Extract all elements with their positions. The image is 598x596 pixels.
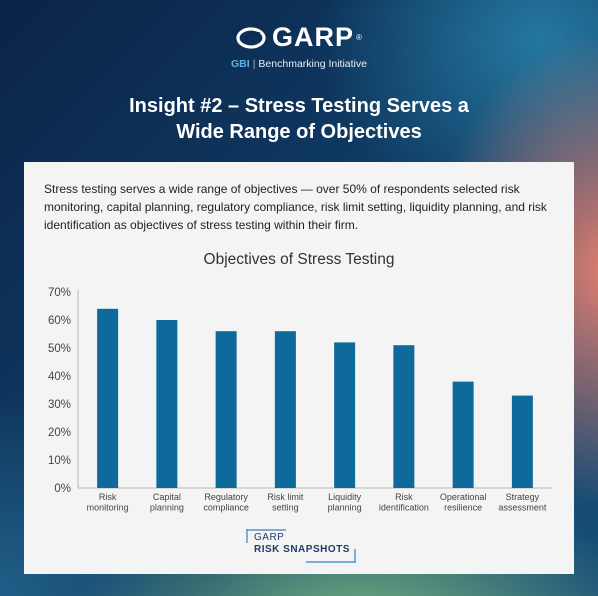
garp-logo: GARP ® xyxy=(0,22,598,55)
x-tick-label: Risk xyxy=(99,492,117,502)
x-tick-label: Risk xyxy=(395,492,413,502)
logo-separator: | xyxy=(252,58,256,70)
x-tick-label: identification xyxy=(379,503,429,513)
x-tick-label: compliance xyxy=(203,503,249,513)
gbi-label: GBI xyxy=(231,58,250,70)
y-tick-label: 40% xyxy=(48,371,71,383)
y-tick-label: 20% xyxy=(48,427,71,439)
bar xyxy=(511,395,533,488)
risk-snapshots-logo: GARP RISK SNAPSHOTS xyxy=(246,529,356,563)
garp-swoosh-icon xyxy=(236,26,266,49)
x-tick-label: resilience xyxy=(444,503,482,513)
page-title: Insight #2 – Stress Testing Serves a Wid… xyxy=(40,93,558,145)
x-tick-label: setting xyxy=(272,503,299,513)
logo-subtitle: GBI | Benchmarking Initiative xyxy=(0,58,598,70)
x-tick-label: Risk limit xyxy=(267,492,303,502)
registered-mark: ® xyxy=(356,33,362,42)
x-tick-label: monitoring xyxy=(87,503,129,513)
y-tick-label: 50% xyxy=(48,343,71,355)
page-title-line-2: Wide Range of Objectives xyxy=(176,121,422,143)
footer-risk-snapshots: RISK SNAPSHOTS xyxy=(254,544,350,555)
x-tick-label: assessment xyxy=(498,503,547,513)
bar xyxy=(215,331,237,488)
x-tick-label: Liquidity xyxy=(328,492,362,502)
logo-text: GARP xyxy=(272,22,355,52)
x-tick-label: Strategy xyxy=(506,492,540,502)
intro-paragraph: Stress testing serves a wide range of ob… xyxy=(44,182,547,232)
y-tick-label: 10% xyxy=(48,455,71,467)
bar xyxy=(452,381,474,488)
x-tick-label: Operational xyxy=(440,492,487,502)
x-tick-label: Capital xyxy=(153,492,181,502)
bar xyxy=(393,345,415,488)
x-tick-label: planning xyxy=(150,503,184,513)
y-tick-label: 60% xyxy=(48,315,71,327)
y-tick-label: 70% xyxy=(48,287,71,299)
bar xyxy=(274,331,296,488)
y-tick-label: 0% xyxy=(54,483,71,495)
benchmarking-label: Benchmarking Initiative xyxy=(258,58,367,70)
y-tick-label: 30% xyxy=(48,399,71,411)
x-tick-label: planning xyxy=(328,503,362,513)
bar xyxy=(334,342,356,488)
page-title-line-1: Insight #2 – Stress Testing Serves a xyxy=(129,95,469,117)
x-tick-label: Regulatory xyxy=(204,492,248,502)
snapshot-bracket-icon xyxy=(246,529,356,563)
footer-garp: GARP xyxy=(254,532,285,543)
bar xyxy=(97,308,119,488)
bar xyxy=(156,320,178,488)
chart-title: Objectives of Stress Testing xyxy=(203,251,395,268)
